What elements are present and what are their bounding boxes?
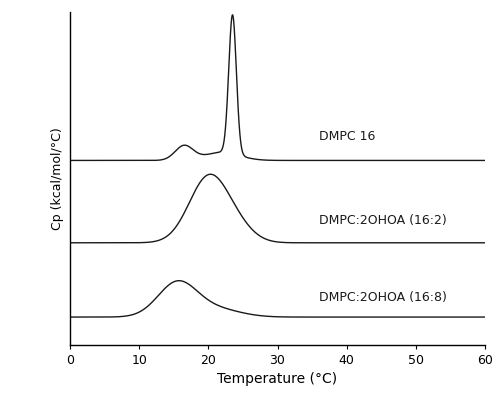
- Y-axis label: Cp (kcal/mol/°C): Cp (kcal/mol/°C): [52, 127, 64, 230]
- X-axis label: Temperature (°C): Temperature (°C): [218, 372, 338, 386]
- Text: DMPC 16: DMPC 16: [319, 130, 376, 143]
- Text: DMPC:2OHOA (16:8): DMPC:2OHOA (16:8): [319, 291, 447, 304]
- Text: DMPC:2OHOA (16:2): DMPC:2OHOA (16:2): [319, 214, 447, 227]
